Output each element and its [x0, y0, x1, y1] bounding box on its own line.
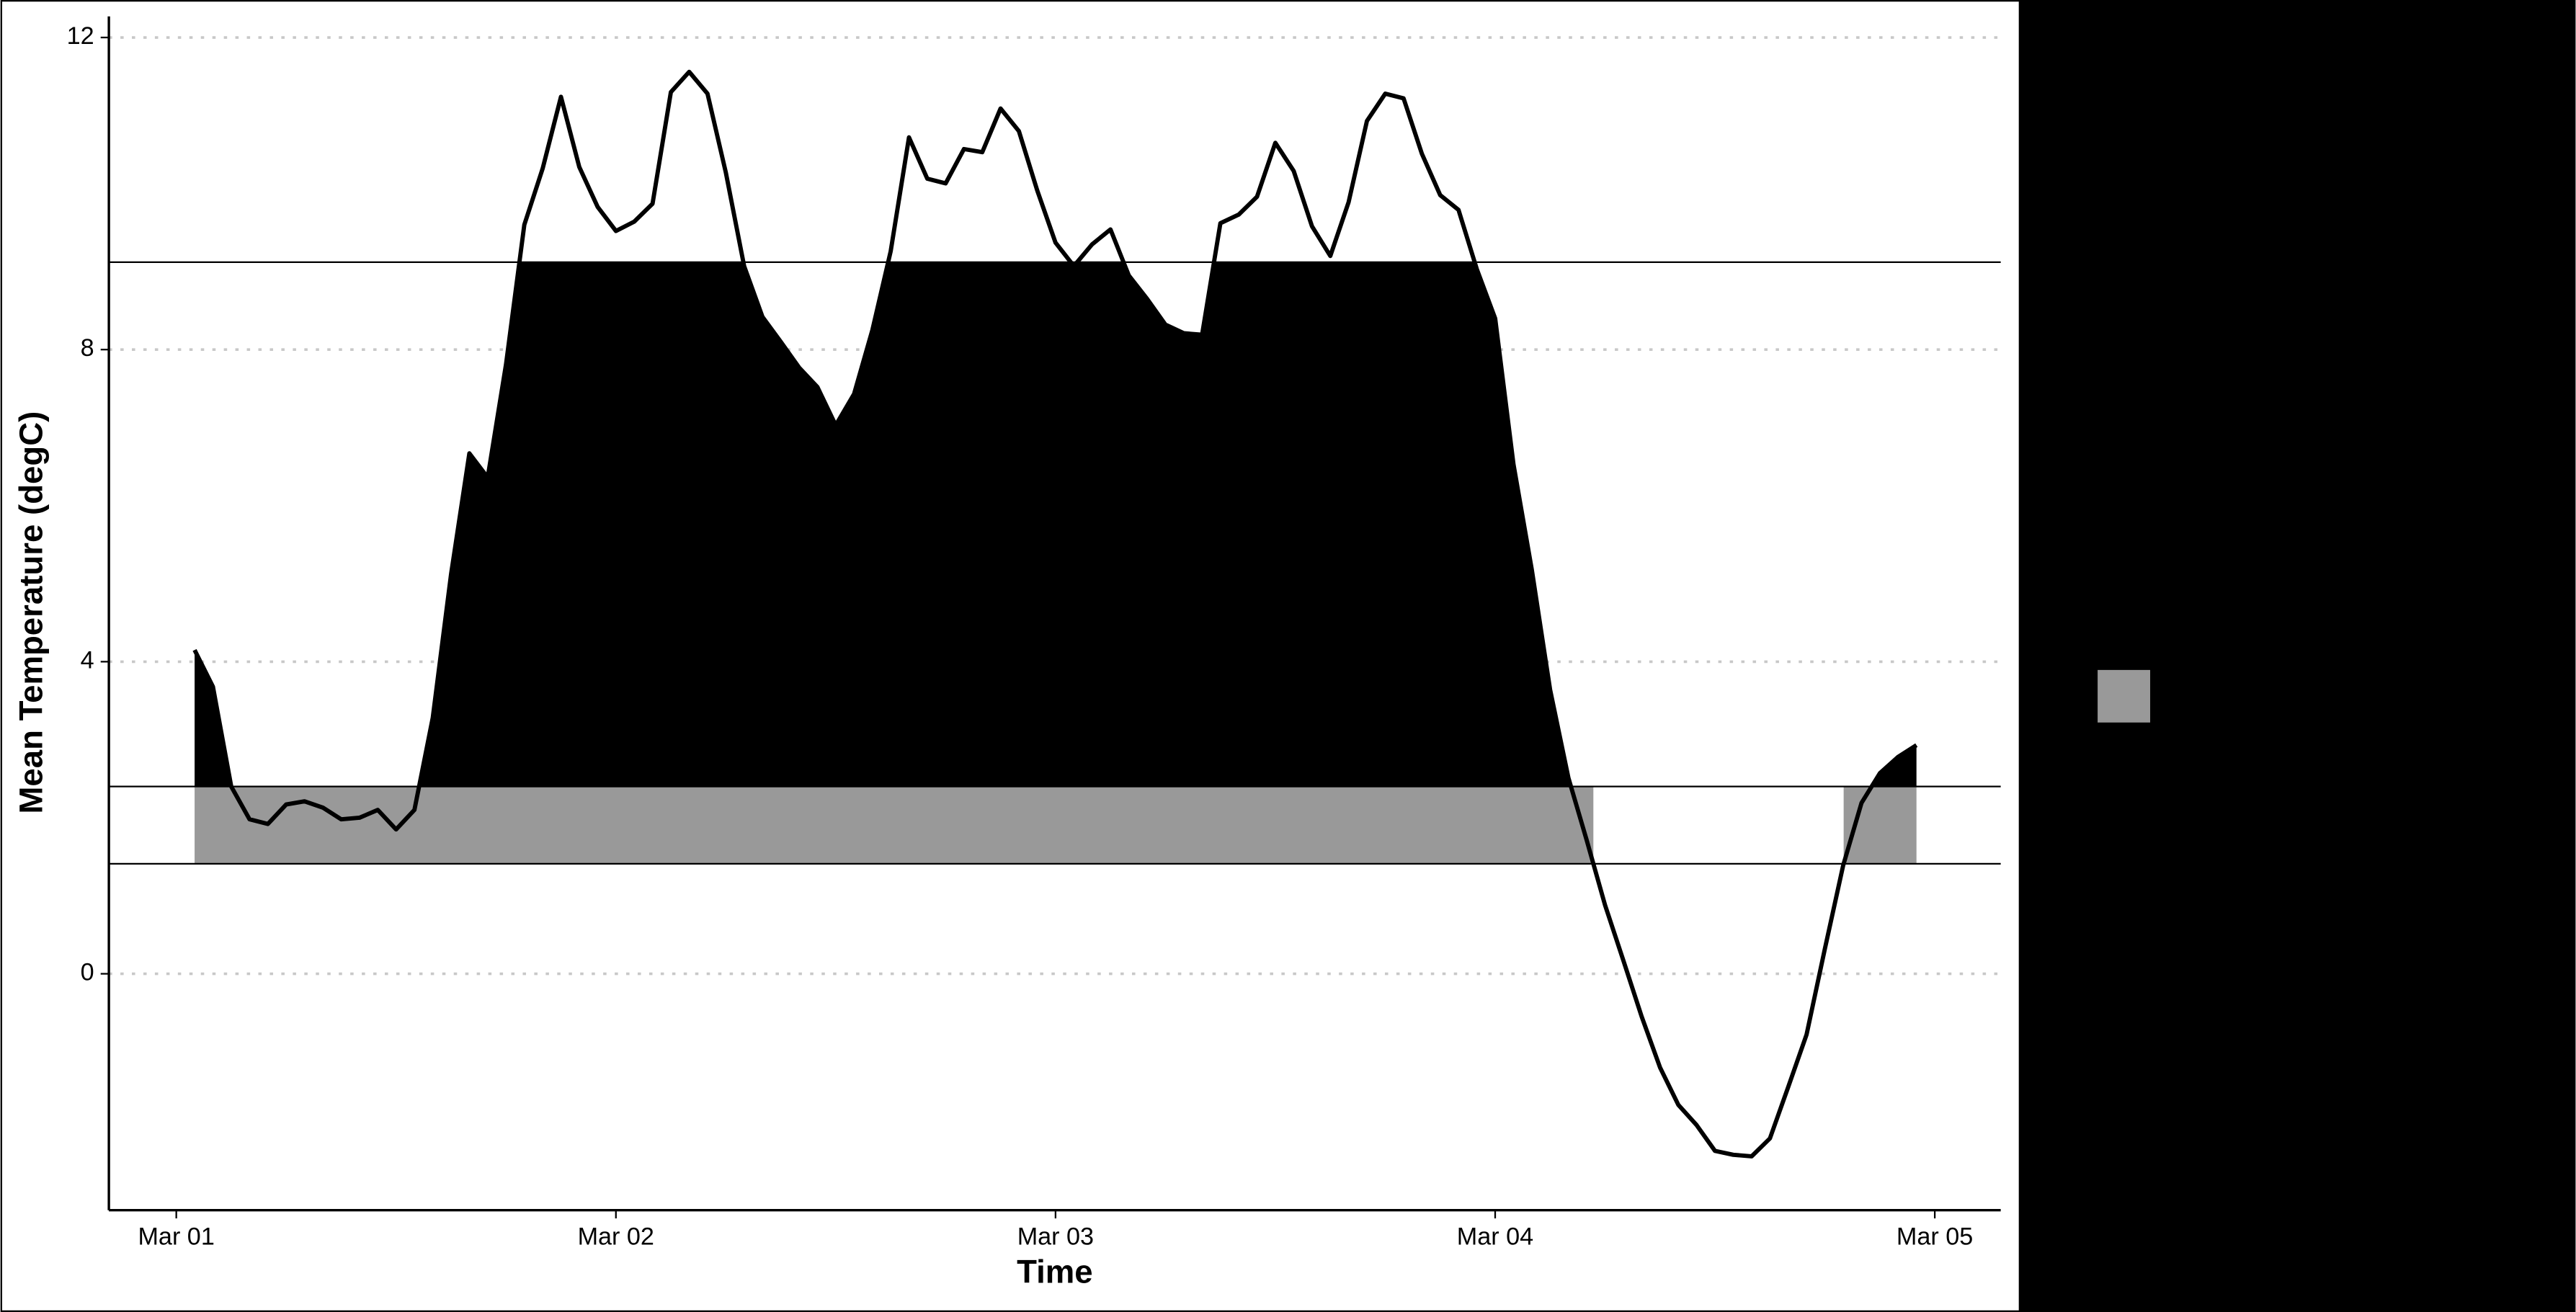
x-tick-label: Mar 02 — [578, 1223, 654, 1250]
y-axis-title: Mean Temperature (degC) — [12, 411, 49, 814]
upper-area — [195, 262, 1917, 787]
y-tick-label: 0 — [81, 959, 94, 986]
lower-band — [195, 786, 1594, 864]
x-tick-label: Mar 05 — [1897, 1223, 1973, 1250]
x-tick-label: Mar 01 — [138, 1223, 214, 1250]
series-line — [192, 69, 1918, 1159]
y-tick-label: 8 — [81, 334, 94, 362]
y-tick-label: 4 — [81, 646, 94, 674]
x-tick-label: Mar 04 — [1457, 1223, 1533, 1250]
legend-key — [2098, 669, 2151, 723]
x-axis-title: Time — [1017, 1254, 1093, 1290]
plot-area: 0 4 8 12 Mar 01 Mar 02 Mar 03 Mar 04 Mar 05 — [67, 16, 2001, 1250]
y-tick-label: 12 — [67, 22, 94, 50]
x-tick-label: Mar 03 — [1017, 1223, 1094, 1250]
legend-panel — [2018, 0, 2576, 1312]
